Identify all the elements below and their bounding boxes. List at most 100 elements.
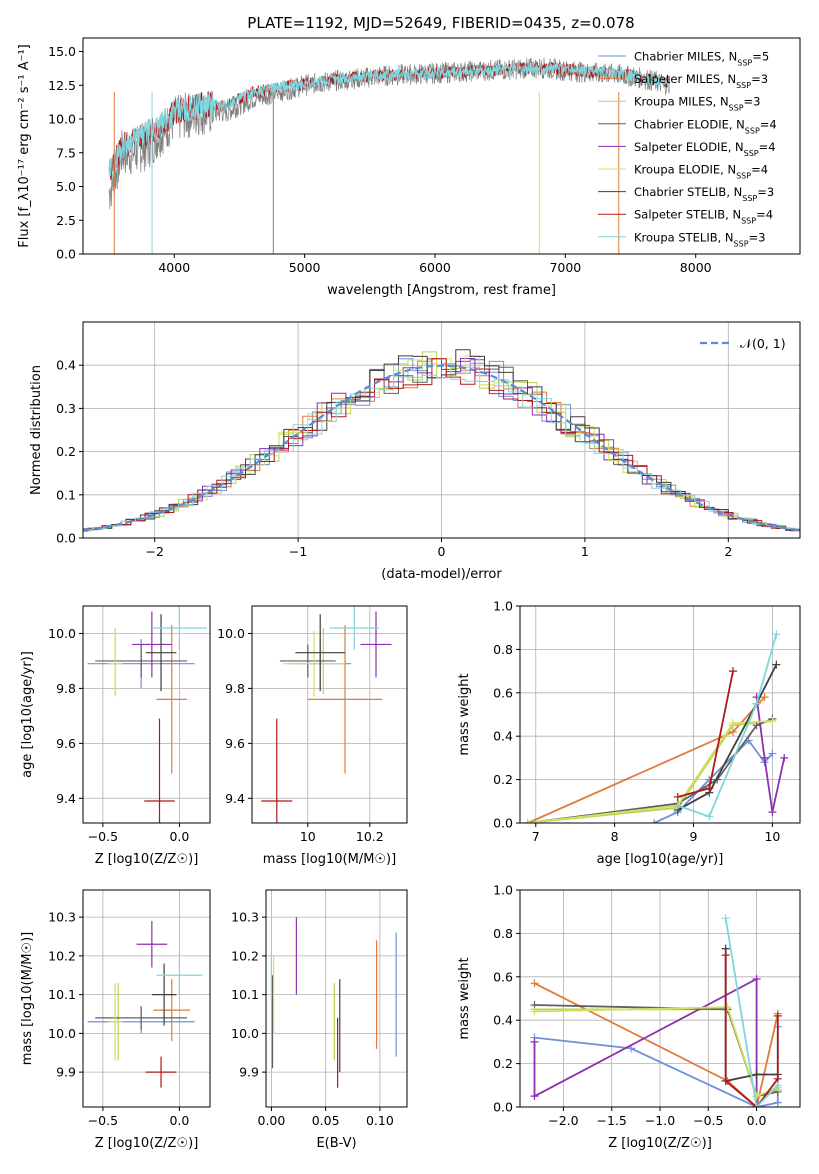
legend-label: Kroupa STELIB, NSSP=3: [634, 230, 765, 248]
x-axis-label: mass [log10(M/M☉)]: [263, 852, 396, 867]
y-tick-label: 0.1: [56, 487, 76, 502]
axes-frame: [519, 605, 801, 824]
marks: [87, 921, 203, 1088]
weight-line: [527, 720, 773, 823]
age-vs-mass-panel: 10 10.2 9.4 9.6 9.8 10.0 mass [log10(M/M☉)]: [217, 605, 408, 867]
y-tick-label: 10.0: [48, 112, 76, 127]
histograms: [83, 349, 800, 533]
x-axis-label: wavelength [Angstrom, rest frame]: [327, 283, 556, 298]
weight-marker: [673, 792, 682, 801]
y-tick-label: 0.3: [56, 401, 76, 416]
legend-label: Chabrier STELIB, NSSP=3: [634, 185, 774, 203]
x-tick-label: −1: [289, 544, 307, 559]
weight-line: [527, 720, 773, 823]
y-tick-label: 10.1: [48, 987, 76, 1002]
x-tick-label: 8: [611, 829, 619, 844]
x-tick-label: −0.5: [88, 829, 118, 844]
x-tick-label: 5000: [289, 260, 321, 275]
x-tick-label: 0.0: [169, 829, 189, 844]
y-axis-label: mass weight: [457, 957, 472, 1039]
weight-marker: [530, 979, 539, 988]
x-tick-label: 8000: [680, 260, 712, 275]
y-tick-label: 0.0: [493, 816, 513, 831]
x-tick-label: −0.5: [88, 1113, 118, 1128]
x-tick-label: −1.0: [645, 1113, 675, 1128]
y-tick-label: 10.2: [48, 948, 76, 963]
x-tick-label: 4000: [158, 260, 190, 275]
y-tick-label: 0.2: [493, 1056, 513, 1071]
weight-marker: [780, 753, 789, 762]
mass-vs-Z-panel: −0.5 0.0 9.9 10.0 10.1 10.2 10.3 Z [log10(Z/Z☉)…: [20, 889, 211, 1151]
marks: [261, 606, 392, 823]
y-axis-label: mass [log10(M/M☉)]: [20, 932, 35, 1065]
spectrum-legend: Chabrier MILES, NSSP=5 Salpeter MILES, NS…: [598, 50, 777, 248]
weight-marker: [728, 719, 737, 728]
x-tick-label: 2: [724, 544, 732, 559]
mass-weight-vs-age-axes: 7 8 9 10 0.0 0.2 0.4 0.6 0.8 1.0: [493, 599, 800, 844]
y-tick-label: 10.0: [48, 1026, 76, 1041]
histogram-line: [83, 355, 800, 532]
legend-label: Salpeter MILES, NSSP=3: [634, 72, 768, 90]
weight-line: [533, 977, 758, 1107]
x-tick-label: −0.5: [693, 1113, 723, 1128]
x-tick-label: 1: [581, 544, 589, 559]
y-tick-label: 9.8: [225, 681, 245, 696]
y-tick-label: 0.2: [493, 772, 513, 787]
residuals-axes: −2 −1 0 1 2 0.0 0.1 0.2 0.3 0.4: [56, 322, 800, 559]
weight-marker: [773, 1011, 782, 1020]
weight-line: [534, 982, 779, 1107]
weight-marker: [772, 660, 781, 669]
axes-frame: [251, 605, 408, 824]
mass-vs-EBV-axes: 0.00 0.05 0.10 9.9 10.0 10.1 10.2 10.3: [231, 890, 407, 1128]
weight-line: [724, 918, 779, 1107]
age-vs-Z-axes: −0.5 0.0 9.4 9.6 9.8 10.0: [48, 606, 210, 844]
legend-label: Chabrier ELODIE, NSSP=4: [634, 117, 777, 135]
x-axis-label: (data-model)/error: [381, 567, 502, 582]
x-tick-label: −1.5: [597, 1113, 627, 1128]
marks: [523, 630, 789, 823]
weight-marker: [650, 819, 659, 823]
y-tick-label: 0.2: [56, 444, 76, 459]
y-tick-label: 9.9: [56, 1065, 76, 1080]
residuals-panel: −2 −1 0 1 2 0.0 0.1 0.2 0.3 0.4 𝒩(0, 1) (data-model…: [29, 321, 801, 582]
y-tick-label: 0.8: [493, 642, 513, 657]
weight-marker: [721, 1076, 730, 1085]
x-tick-label: 0.0: [747, 1113, 767, 1128]
y-tick-label: 0.0: [56, 531, 76, 546]
weight-marker: [752, 1092, 761, 1101]
weight-marker: [752, 1070, 761, 1079]
x-tick-label: 6000: [419, 260, 451, 275]
y-axis-label: Normed distribution: [29, 365, 44, 495]
model-spectrum-line: [108, 61, 670, 179]
y-tick-label: 9.6: [225, 736, 245, 751]
y-tick-label: 0.4: [56, 358, 76, 373]
age-vs-mass-axes: 10 10.2 9.4 9.6 9.8 10.0: [217, 606, 407, 844]
x-tick-label: 7: [532, 829, 540, 844]
y-tick-label: 9.4: [225, 791, 245, 806]
weight-marker: [530, 1092, 539, 1101]
histogram-line: [83, 349, 800, 533]
y-tick-label: 7.5: [56, 145, 76, 160]
x-tick-label: 0.00: [258, 1113, 286, 1128]
axes-frame: [82, 605, 211, 824]
x-axis-label: age [log10(age/yr)]: [597, 852, 724, 867]
page-title: PLATE=1192, MJD=52649, FIBERID=0435, z=0…: [247, 14, 634, 32]
data-spectrum-line: [108, 57, 670, 210]
y-tick-label: 10.3: [48, 910, 76, 925]
weight-marker: [673, 801, 682, 810]
marks: [270, 917, 397, 1088]
gaussian-curve: [83, 364, 800, 532]
weight-marker: [530, 1037, 539, 1046]
mass-weight-vs-age-panel: 7 8 9 10 0.0 0.2 0.4 0.6 0.8 1.0 age [log10(age/yr…: [457, 599, 801, 867]
y-tick-label: 9.9: [239, 1065, 259, 1080]
y-tick-label: 0.0: [493, 1100, 513, 1115]
y-tick-label: 9.4: [56, 791, 76, 806]
legend-label: 𝒩(0, 1): [740, 336, 786, 351]
mass-weight-vs-Z-panel: −2.0 −1.5 −1.0 −0.5 0.0 0.0 0.2 0.4 0.6 0.8 1.0 Z […: [457, 883, 801, 1151]
marks: [530, 914, 782, 1107]
mass-vs-EBV-panel: 0.00 0.05 0.10 9.9 10.0 10.1 10.2 10.3 E(B-V): [231, 889, 408, 1151]
weight-marker: [768, 808, 777, 817]
x-tick-label: 0.10: [366, 1113, 394, 1128]
age-vs-Z-panel: −0.5 0.0 9.4 9.6 9.8 10.0 Z [log10(Z/Z☉)] age […: [20, 605, 211, 867]
axes-frame: [265, 889, 408, 1108]
